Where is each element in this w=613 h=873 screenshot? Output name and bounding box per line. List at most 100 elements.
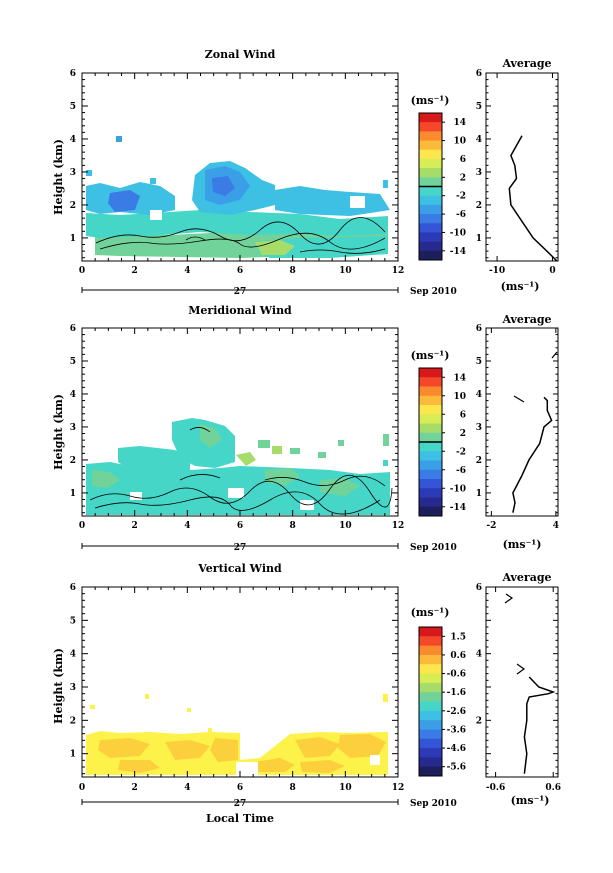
colorbar-swatch <box>419 766 442 777</box>
y-tick-label: 1 <box>70 489 76 499</box>
average-y-tick-label: 3 <box>476 423 482 433</box>
meridional-average-profile <box>512 396 553 513</box>
x-tick-label: 12 <box>392 521 405 531</box>
colorbar-label: -2 <box>456 447 466 457</box>
colorbar-swatch <box>419 460 442 471</box>
average-x-tick-label: 0 <box>549 266 555 276</box>
x-tick-label: 12 <box>392 266 405 276</box>
y-tick-label: 5 <box>70 616 76 626</box>
colorbar-swatch <box>419 720 442 730</box>
colorbar-label: -1.6 <box>447 688 466 698</box>
zonal-average-title: Average <box>501 57 551 70</box>
y-tick-label: 1 <box>70 234 76 244</box>
vertical-speck-5 <box>383 694 388 702</box>
colorbar-swatch <box>419 738 442 749</box>
colorbar-swatch <box>419 506 442 517</box>
y-tick-label: 6 <box>70 583 76 593</box>
average-y-tick-label: 6 <box>476 69 482 79</box>
colorbar-label: -6 <box>456 466 466 476</box>
vertical-day-label: 27 <box>234 799 247 809</box>
zonal-average-frame <box>485 72 559 262</box>
y-tick-label: 2 <box>70 201 76 211</box>
colorbar-swatch <box>419 757 442 768</box>
meridional-average-title: Average <box>501 313 551 326</box>
y-tick-label: 5 <box>70 357 76 367</box>
vertical-average-chevron-low <box>516 663 526 675</box>
colorbar-label: 2 <box>460 173 466 183</box>
colorbar-swatch <box>419 168 442 178</box>
colorbar-swatch <box>419 432 442 443</box>
colorbar-swatch <box>419 149 442 160</box>
x-tick-label: 4 <box>184 266 190 276</box>
y-tick-label: 6 <box>70 324 76 334</box>
colorbar-swatch <box>419 627 442 637</box>
meridional-average-top-fragment <box>551 351 558 359</box>
x-tick-label: 8 <box>290 521 296 531</box>
colorbar-swatch <box>419 113 442 123</box>
colorbar-swatch <box>419 479 442 489</box>
average-y-tick-label: 4 <box>476 135 482 145</box>
x-tick-label: 2 <box>132 521 138 531</box>
colorbar-swatch <box>419 177 442 187</box>
vertical-patch-7 <box>300 760 345 773</box>
colorbar-swatch <box>419 664 442 675</box>
colorbar-label: 14 <box>453 373 466 383</box>
y-tick-label: 3 <box>70 168 76 178</box>
x-tick-label: 6 <box>237 783 243 793</box>
vertical-patch-8 <box>118 760 160 773</box>
vertical-average-title: Average <box>501 571 551 584</box>
x-tick-label: 2 <box>132 266 138 276</box>
meridional-title: Meridional Wind <box>188 304 292 317</box>
colorbar-swatch <box>419 232 442 243</box>
average-x-tick-label: -10 <box>489 266 505 276</box>
meridional-average-axes: -2 4 1 2 3 4 5 6 <box>476 324 559 531</box>
colorbar-swatch <box>419 204 442 215</box>
meridional-average-frame <box>485 327 559 517</box>
colorbar-label: -5.6 <box>447 763 466 773</box>
vertical-patch-1 <box>98 738 150 758</box>
colorbar-label: 10 <box>453 392 466 402</box>
y-tick-label: 1 <box>70 750 76 760</box>
y-tick-label: 6 <box>70 69 76 79</box>
vertical-patch-5 <box>338 734 386 758</box>
colorbar-swatch <box>419 368 442 378</box>
zonal-ylabel: Height (km) <box>52 139 65 215</box>
vertical-average-frame <box>485 586 559 778</box>
colorbar-swatch <box>419 195 442 206</box>
vertical-heatmap <box>86 694 388 776</box>
x-tick-label: 2 <box>132 783 138 793</box>
colorbar-swatch <box>419 405 442 415</box>
colorbar-swatch <box>419 122 442 132</box>
average-y-tick-label: 6 <box>476 583 482 593</box>
colorbar-label: 0.6 <box>450 651 466 661</box>
x-tick-label: 8 <box>290 266 296 276</box>
colorbar-swatch <box>419 414 442 424</box>
x-tick-label: 4 <box>184 783 190 793</box>
average-y-tick-label: 3 <box>476 168 482 178</box>
meridional-average-upper-fragment <box>513 395 525 403</box>
meridional-average-unit: (ms⁻¹) <box>503 538 542 551</box>
x-tick-label: 12 <box>392 783 405 793</box>
x-tick-label: 0 <box>79 521 85 531</box>
average-y-tick-label: 1 <box>476 234 482 244</box>
vertical-patch-2 <box>165 740 210 760</box>
x-tick-label: 0 <box>79 783 85 793</box>
colorbar-swatch <box>419 186 442 197</box>
zonal-panel: Zonal Wind Height (km) 0 2 4 6 8 10 <box>52 48 559 297</box>
colorbar-swatch <box>419 682 442 693</box>
zonal-colorbar-unit: (ms⁻¹) <box>411 94 450 107</box>
colorbar-swatch <box>419 497 442 508</box>
average-y-tick-label: 6 <box>476 324 482 334</box>
y-tick-label: 3 <box>70 423 76 433</box>
zonal-colorbar: 14 10 6 2 -2 -6 -10 -14 <box>418 112 466 261</box>
meridional-colorbar-unit: (ms⁻¹) <box>411 349 450 362</box>
average-y-tick-label: 5 <box>476 102 482 112</box>
zonal-average-axes: -10 0 1 2 3 4 5 6 <box>476 69 558 276</box>
colorbar-swatch <box>419 377 442 387</box>
x-tick-label: 10 <box>339 521 352 531</box>
x-tick-label: 4 <box>184 521 190 531</box>
average-y-tick-label: 4 <box>476 390 482 400</box>
meridional-panel: Meridional Wind Height (km) <box>52 304 559 553</box>
